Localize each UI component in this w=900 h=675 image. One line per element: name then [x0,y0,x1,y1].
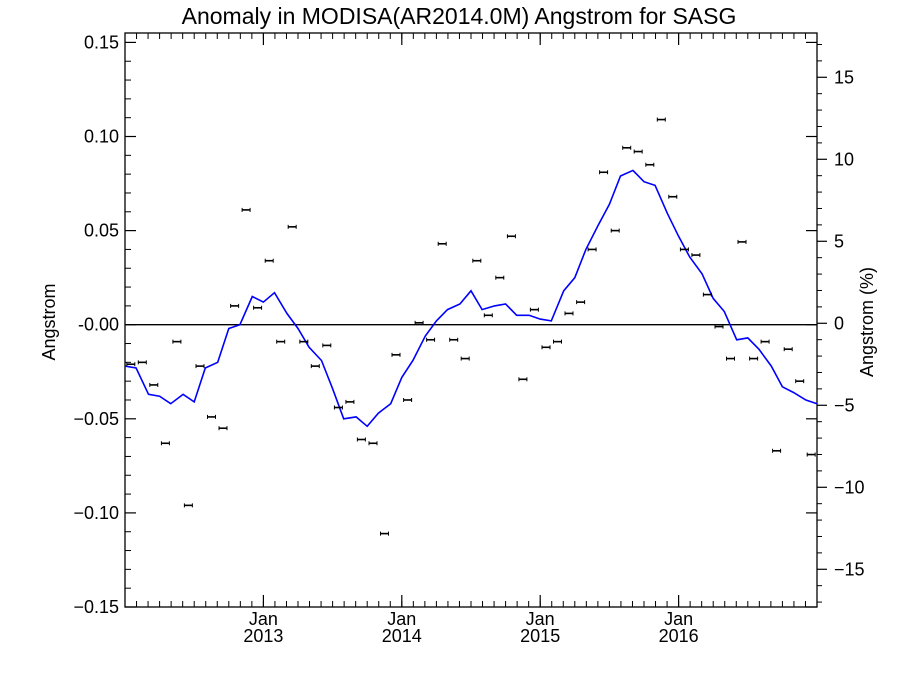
data-point [207,414,216,419]
x-tick-month-label: Jan [664,609,693,629]
y2-tick-label: 0 [834,313,844,333]
data-point [472,258,482,263]
data-point [460,356,470,361]
data-point [737,239,747,244]
data-point [622,145,632,150]
data-point [230,303,240,308]
data-point [783,347,793,352]
data-point [195,364,205,369]
data-point [276,339,286,344]
data-point [679,247,689,252]
data-point [414,320,424,325]
data-point [795,379,805,384]
data-point [529,307,539,312]
y2-tick-label: −15 [834,559,865,579]
data-point [610,228,620,233]
data-point [160,441,170,446]
data-point [183,503,193,508]
data-point [449,337,459,342]
data-point [356,437,366,442]
y2-tick-label: −10 [834,477,865,497]
data-points [126,117,816,536]
y-tick-label: −0.15 [73,597,119,617]
data-point [380,531,389,536]
data-point [541,345,551,350]
axis-ticks: −0.15 −0.10 −0.05 -0.00 0.05 0.10 0.15 −15 −10 −5… [73,32,864,646]
x-tick-year-label: 2013 [243,626,283,646]
data-point [403,397,413,402]
plot-frame [124,32,818,608]
data-point [656,117,666,122]
data-point [264,258,274,263]
y-tick-label: 0.05 [84,221,119,241]
y-tick-label: −0.05 [73,409,119,429]
data-point [633,149,643,154]
data-point [391,352,401,357]
data-point [137,360,147,365]
data-point [714,324,724,329]
data-point [241,207,251,212]
data-point [599,170,609,175]
smoothed-series [124,169,818,428]
data-point [149,382,159,387]
data-point [760,339,770,344]
x-tick-month-label: Jan [387,609,416,629]
y-tick-label: −0.10 [73,503,119,523]
data-point [749,356,759,361]
data-point [772,448,782,453]
y-axis-label: Angstrom [39,283,59,360]
y2-tick-label: −5 [834,395,855,415]
y2-tick-label: 10 [834,149,854,169]
y-tick-label: -0.00 [78,315,119,335]
data-point [253,305,263,310]
data-point [726,356,735,361]
y2-tick-label: 15 [834,67,854,87]
y-tick-label: 0.15 [84,32,119,52]
x-tick-year-label: 2014 [382,626,422,646]
data-point [126,362,136,367]
data-point [691,253,701,258]
data-point [645,162,655,167]
data-point [668,194,678,199]
data-point [702,292,712,297]
smoothed-series-line [124,169,818,428]
data-point [345,399,355,404]
data-point [172,339,182,344]
data-point [426,337,436,342]
data-point [310,364,320,369]
x-tick-year-label: 2015 [520,626,560,646]
data-point [287,224,297,229]
data-point [322,343,332,348]
x-tick-month-label: Jan [526,609,555,629]
x-tick-year-label: 2016 [659,626,699,646]
data-point [587,247,597,252]
data-point [495,275,505,280]
chart-title: Anomaly in MODISA(AR2014.0M) Angstrom fo… [182,3,737,29]
y2-axis-label: Angstrom (%) [857,267,877,377]
data-point [576,300,586,305]
data-point [806,452,816,457]
x-tick-month-label: Jan [249,609,278,629]
data-point [553,339,562,344]
data-point [483,313,493,318]
data-point [518,377,528,382]
data-point [564,311,574,316]
data-point [506,234,516,239]
data-point [333,405,343,410]
data-point [218,426,228,431]
data-point [437,241,447,246]
data-point [299,339,309,344]
data-point [368,441,378,446]
y2-tick-label: 5 [834,231,844,251]
y-tick-label: 0.10 [84,127,119,147]
